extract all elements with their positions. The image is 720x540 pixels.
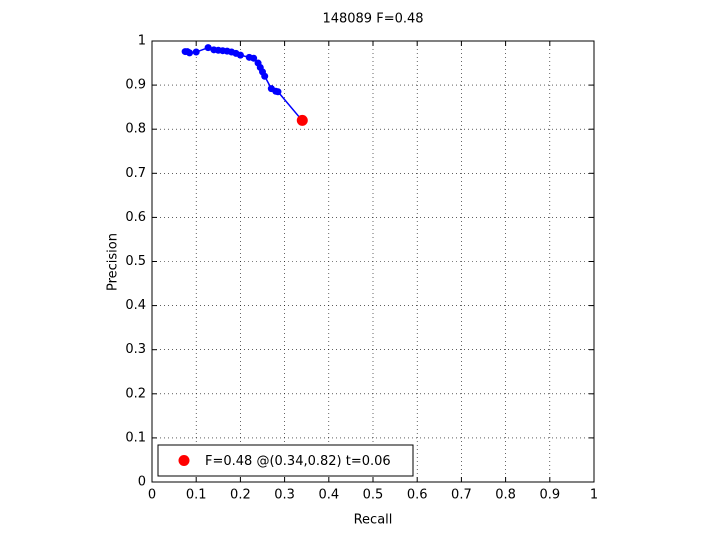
marker (192, 48, 200, 56)
highlight-point (296, 114, 308, 126)
y-tick-label: 0.5 (125, 254, 146, 269)
y-tick-label: 0.6 (125, 210, 146, 225)
y-tick-label: 0 (138, 475, 146, 490)
x-tick-label: 0.9 (539, 488, 560, 503)
legend-label: F=0.48 @(0.34,0.82) t=0.06 (205, 454, 391, 469)
legend-box (157, 444, 414, 477)
y-tick-label: 0.1 (125, 430, 146, 445)
y-tick-label: 0.3 (125, 342, 146, 357)
x-tick-label: 0.5 (363, 488, 384, 503)
x-tick-label: 0.4 (318, 488, 339, 503)
marker (204, 44, 212, 52)
legend-marker (178, 455, 190, 466)
x-tick-label: 0.2 (230, 488, 251, 503)
x-axis-label: Recall (354, 513, 393, 528)
marker (261, 72, 269, 80)
y-tick-label: 0.7 (125, 166, 146, 181)
x-tick-label: 0.8 (495, 488, 516, 503)
axes-box (151, 40, 595, 483)
x-tick-label: 1 (590, 488, 598, 503)
y-tick-label: 0.8 (125, 122, 146, 137)
y-tick-label: 1 (138, 34, 146, 49)
marker (236, 51, 244, 59)
x-tick-label: 0.1 (186, 488, 207, 503)
marker (186, 49, 194, 57)
x-tick-label: 0.7 (451, 488, 472, 503)
y-tick-label: 0.4 (125, 298, 146, 313)
marker (274, 88, 282, 96)
y-tick-label: 0.9 (125, 78, 146, 93)
x-tick-label: 0.3 (274, 488, 295, 503)
chart-title: 148089 F=0.48 (322, 12, 423, 27)
x-tick-label: 0.6 (407, 488, 428, 503)
y-axis-label: Precision (106, 233, 121, 291)
y-tick-label: 0.2 (125, 386, 146, 401)
x-tick-label: 0 (148, 488, 156, 503)
marker (250, 54, 258, 62)
